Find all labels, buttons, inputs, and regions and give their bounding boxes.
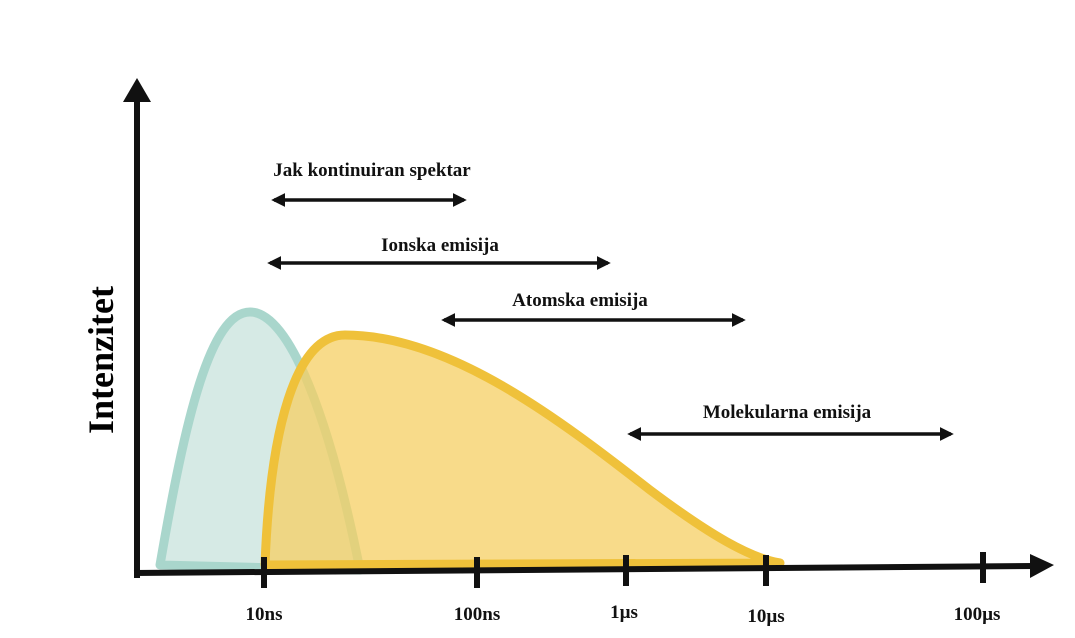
x-ticks: 10ns 100ns 1µs 10µs 100µs (246, 552, 1001, 627)
long-emission-curve (260, 330, 785, 570)
range-label: Ionska emisija (381, 235, 499, 256)
range-label: Molekularna emisija (703, 402, 872, 423)
range-label: Atomska emisija (512, 290, 648, 311)
range-label: Jak kontinuiran spektar (273, 160, 471, 181)
tick-label: 100ns (454, 604, 500, 625)
tick-label: 100µs (954, 604, 1001, 625)
x-arrowhead (1030, 554, 1054, 578)
tick-label: 10ns (246, 604, 283, 625)
range-arrows (267, 193, 954, 441)
tick-label: 1µs (610, 602, 638, 623)
y-arrowhead (123, 78, 151, 102)
x-axis (133, 563, 1036, 576)
tick-label: 10µs (747, 606, 784, 627)
y-axis-label: Intenzitet (81, 286, 121, 434)
